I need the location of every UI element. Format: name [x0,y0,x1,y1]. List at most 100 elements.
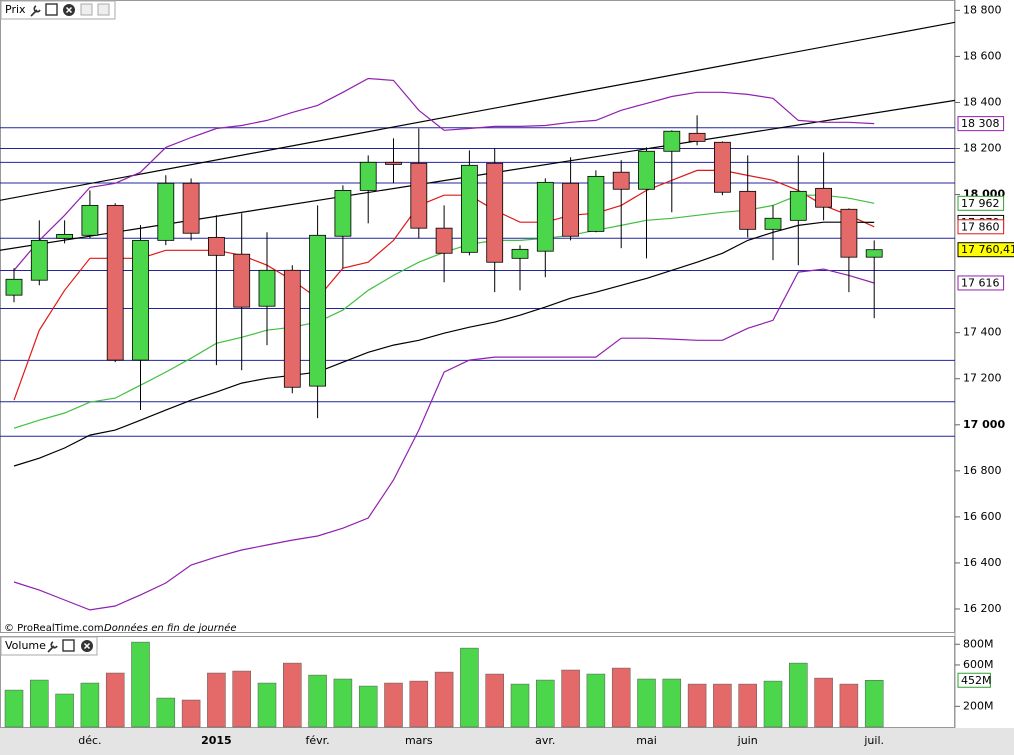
candle-body [385,161,402,165]
candle-body [536,181,554,252]
candle-body [612,171,630,190]
candle-body [435,227,453,254]
move-up-icon[interactable] [80,3,93,16]
y-tick-label: 16 400 [963,556,1002,569]
price-tag [957,242,1014,258]
volume-bar [131,641,150,728]
volume-bar [839,683,859,728]
x-tick-label: juin [737,734,758,747]
volume-bar [864,680,884,728]
volume-bar [384,682,403,728]
candle-body [815,187,832,208]
y-tick-label: 17 400 [963,326,1002,339]
price-tag [957,275,1005,291]
y-tick-label: 17 000 [963,418,1005,431]
candle-body [334,190,352,237]
price-tag-label: 17 860 [961,220,1000,233]
candle-body [460,164,478,253]
volume-bar [485,673,504,728]
candle-body [309,234,327,387]
candle-body [207,236,225,256]
y-tick-label: 800M [963,637,994,650]
x-tick-label: mai [636,734,657,747]
volume-bar [460,647,479,728]
volume-bar [333,678,353,728]
volume-bar [283,662,302,728]
volume-bar [763,680,783,728]
volume-bar [30,679,49,728]
candle-body [182,182,200,234]
volume-bar [713,683,732,728]
candle-body [840,208,858,258]
candle-body [688,132,706,142]
y-tick-label: 16 600 [963,510,1002,523]
x-tick-label: avr. [535,734,555,747]
y-tick-label: 16 200 [963,602,1002,615]
indicator-line [13,221,875,467]
close-cross [83,642,91,650]
price-tag-label: 17 616 [961,276,1000,289]
candle-body [283,269,301,388]
volume-bar [611,667,631,728]
settings-icon[interactable] [47,641,58,653]
candle-body [511,248,529,259]
x-tick-label: juil. [863,734,884,747]
y-tick-label: 16 800 [963,464,1002,477]
volume-bar [637,678,656,728]
candle-body [157,182,175,241]
volume-bar [510,683,530,728]
source: © ProRealTime.com [4,623,104,634]
candle-body [30,239,48,281]
candle-body [865,249,883,258]
price-tag-label: 17 760,41 [961,243,1014,256]
y-tick-label: 18 800 [963,3,1002,16]
volume-bar [789,662,808,728]
candle-body [410,162,428,229]
volume-bar [662,678,682,728]
move-down-icon[interactable] [97,3,110,16]
volume-header: Volume [0,636,98,656]
price-header: Prix [0,0,116,20]
candle-body [258,269,276,307]
indicator-line [13,169,875,401]
volume-bar [536,679,555,728]
window-icon[interactable] [45,3,58,16]
candle-body [789,190,807,221]
candle-body [714,141,731,193]
price-tag [957,219,1005,235]
indicator-line [13,77,875,271]
y-tick-label: 18 400 [963,95,1002,108]
trend-line [0,21,956,201]
candle-body [5,278,23,296]
window-icon[interactable] [62,639,75,652]
candle-body [739,190,757,230]
candle-body [764,217,782,230]
panel-title: Volume [5,639,46,652]
indicator-line [13,268,875,611]
y-tick-label: 17 200 [963,372,1002,385]
volume-bar [687,683,707,728]
candle-body [638,150,655,190]
volume-bar [156,697,176,728]
volume-bar [257,682,277,728]
volume-bar [4,689,24,728]
volume-bar [232,670,251,728]
y-tick-label: 18 200 [963,142,1002,155]
candle-body [106,204,124,361]
x-tick-label: 2015 [201,734,232,747]
volume-bar [434,671,454,728]
volume-bar [586,673,606,728]
volume-bar [561,669,580,728]
close-cross [65,6,73,14]
price-tag-label: 17 962 [961,197,1000,210]
volume-bar [55,693,74,728]
candle-body [587,175,605,232]
candle-body [56,233,73,239]
price-tag [957,116,1005,132]
panel-title: Prix [5,3,26,16]
settings-icon[interactable] [30,5,41,17]
note: Données en fin de journée [104,622,237,634]
candle-body [562,182,579,237]
candle-body [233,253,251,308]
